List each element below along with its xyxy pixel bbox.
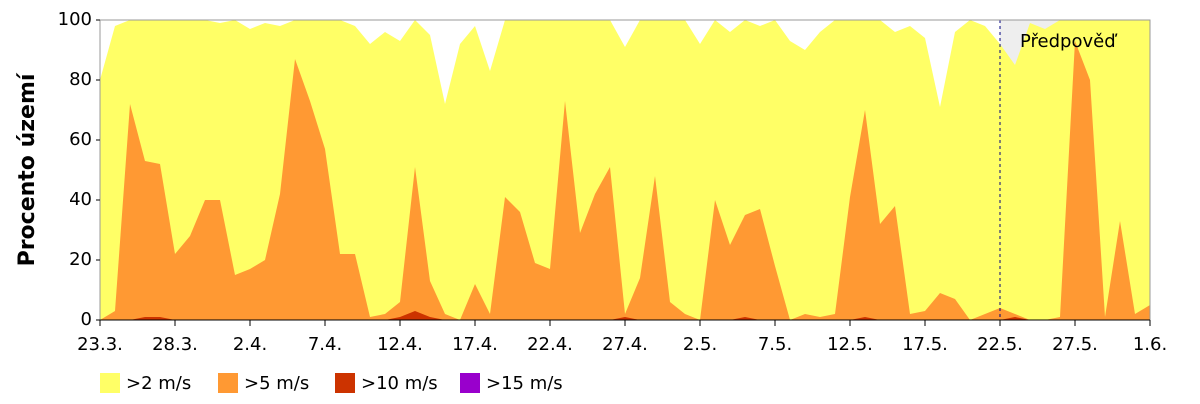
x-tick-label: 23.3. <box>77 334 123 355</box>
x-tick-label: 7.4. <box>308 334 342 355</box>
y-axis-title: Procento území <box>15 72 40 266</box>
x-tick-label: 22.5. <box>977 334 1023 355</box>
x-tick-label: 7.5. <box>758 334 792 355</box>
legend-swatch <box>335 373 355 393</box>
x-tick-label: 2.4. <box>233 334 267 355</box>
x-tick-label: 27.5. <box>1052 334 1098 355</box>
legend-label: >15 m/s <box>486 373 563 394</box>
x-tick-label: 27.4. <box>602 334 648 355</box>
y-tick-label: 80 <box>69 69 92 90</box>
area <box>100 311 1150 320</box>
x-tick-label: 2.5. <box>683 334 717 355</box>
x-tick-label: 17.4. <box>452 334 498 355</box>
area <box>100 41 1150 320</box>
y-tick-label: 20 <box>69 249 92 270</box>
x-tick-label: 28.3. <box>152 334 198 355</box>
x-tick-label: 12.5. <box>827 334 873 355</box>
x-tick-label: 17.5. <box>902 334 948 355</box>
legend-label: >2 m/s <box>126 373 191 394</box>
y-tick-label: 60 <box>69 129 92 150</box>
x-tick-label: 12.4. <box>377 334 423 355</box>
y-tick-label: 0 <box>81 309 92 330</box>
legend-swatch <box>460 373 480 393</box>
legend-label: >10 m/s <box>361 373 438 394</box>
legend-swatch <box>100 373 120 393</box>
annotation: Předpověď <box>1020 31 1118 52</box>
x-tick-label: 1.6. <box>1133 334 1167 355</box>
legend-label: >5 m/s <box>244 373 309 394</box>
y-tick-label: 40 <box>69 189 92 210</box>
y-tick-label: 100 <box>58 9 92 30</box>
x-tick-label: 22.4. <box>527 334 573 355</box>
legend-swatch <box>218 373 238 393</box>
